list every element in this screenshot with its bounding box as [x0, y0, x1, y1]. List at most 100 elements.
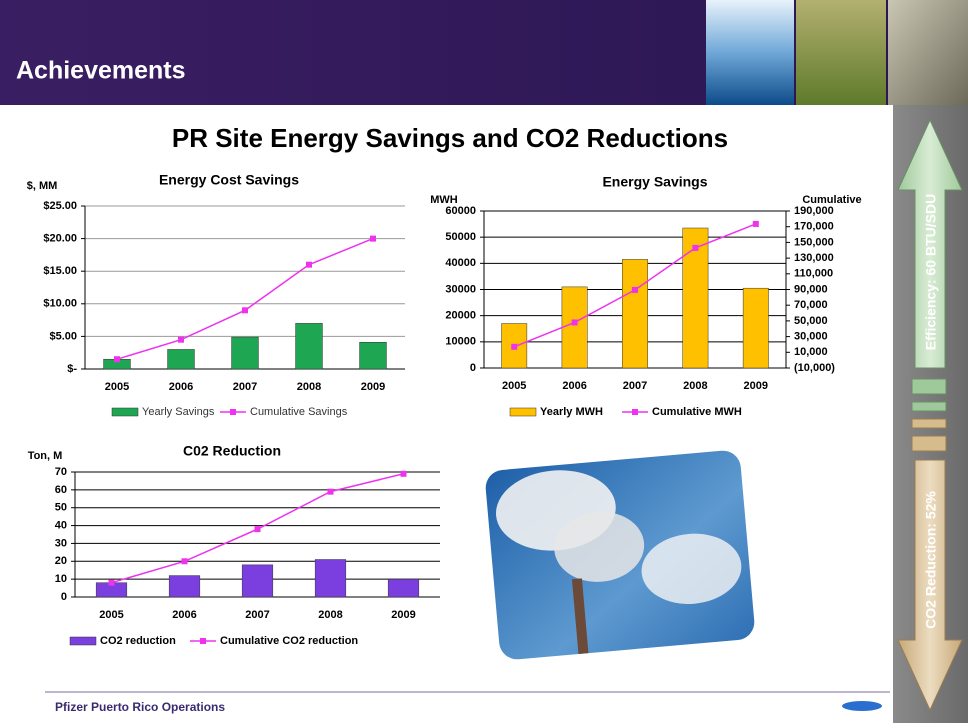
- legend-swatch: [111, 407, 139, 417]
- y2-tick-label: 10,000: [794, 346, 828, 358]
- header-photo-field: [796, 0, 886, 105]
- y-tick-label: 20: [55, 555, 67, 567]
- y2-tick-label: 150,000: [794, 236, 834, 248]
- bar: [622, 259, 648, 369]
- legend-swatch: [509, 407, 537, 417]
- indicator-block: [911, 378, 947, 395]
- header-title: Achievements: [16, 57, 186, 85]
- y-tick-label: 40000: [445, 257, 476, 269]
- y-tick-label: 10: [55, 573, 67, 585]
- legend-label: Cumulative Savings: [250, 406, 348, 418]
- x-tick-label: 2008: [318, 609, 342, 621]
- y-tick-label: 0: [470, 362, 476, 374]
- y-axis-label: Ton, M: [28, 450, 63, 462]
- y-tick-label: $-: [67, 363, 77, 375]
- bar: [167, 349, 195, 370]
- line-marker: [108, 579, 115, 586]
- co2-label: CO2 Reduction: 52%: [923, 491, 939, 629]
- y2-tick-label: 110,000: [794, 268, 833, 280]
- line-marker: [181, 558, 188, 565]
- photo-smoke: [641, 533, 742, 604]
- bar: [742, 287, 769, 369]
- legend-swatch: [632, 409, 638, 415]
- chart-title: Energy Cost Savings: [159, 172, 299, 188]
- y2-tick-label: 30,000: [794, 331, 828, 343]
- indicator-block: [911, 401, 947, 412]
- photo-chimney: [571, 578, 589, 654]
- bar: [314, 559, 347, 598]
- line-marker: [511, 343, 518, 350]
- x-tick-label: 2007: [245, 609, 269, 621]
- bar: [359, 342, 387, 370]
- y2-tick-label: (10,000): [794, 362, 835, 374]
- bar: [682, 227, 709, 369]
- line-marker: [254, 526, 261, 533]
- x-tick-label: 2008: [683, 380, 707, 392]
- y2-tick-label: 90,000: [794, 283, 828, 295]
- y2-tick-label: 70,000: [794, 299, 828, 311]
- x-tick-label: 2005: [105, 381, 129, 393]
- x-tick-label: 2009: [391, 609, 415, 621]
- y2-tick-label: 130,000: [794, 252, 834, 264]
- y-tick-label: $10.00: [43, 298, 77, 310]
- y-tick-label: 60000: [445, 205, 476, 217]
- indicator-block: [911, 418, 947, 429]
- header-photo-wind: [888, 0, 968, 105]
- bar: [561, 286, 588, 369]
- line-marker: [692, 244, 699, 251]
- smokestack-photo: [485, 450, 755, 660]
- y-tick-label: $15.00: [43, 265, 77, 277]
- y-axis-label: $, MM: [27, 180, 58, 192]
- line-marker: [400, 470, 407, 477]
- x-tick-label: 2009: [361, 381, 385, 393]
- y-tick-label: 50000: [445, 231, 476, 243]
- y-tick-label: $25.00: [43, 200, 77, 212]
- bar: [295, 323, 323, 370]
- legend-label: Yearly MWH: [540, 406, 603, 418]
- legend-label: Yearly Savings: [142, 406, 215, 418]
- line-marker: [327, 488, 334, 495]
- x-tick-label: 2007: [233, 381, 257, 393]
- y-tick-label: 0: [61, 591, 67, 603]
- x-tick-label: 2009: [744, 380, 768, 392]
- x-tick-label: 2006: [169, 381, 193, 393]
- legend-swatch: [230, 409, 236, 415]
- y-tick-label: 40: [55, 519, 67, 531]
- line-marker: [571, 319, 578, 326]
- x-tick-label: 2005: [99, 609, 123, 621]
- y-tick-label: 30000: [445, 283, 476, 295]
- y-tick-label: 60: [55, 484, 67, 496]
- line-marker: [178, 336, 184, 343]
- x-tick-label: 2008: [297, 381, 321, 393]
- y-tick-label: $20.00: [43, 233, 77, 245]
- indicator-block: [911, 435, 947, 452]
- line-marker: [752, 220, 759, 227]
- y-tick-label: 30: [55, 537, 67, 549]
- photo-smoke: [554, 511, 645, 582]
- y-tick-label: $5.00: [49, 330, 77, 342]
- bar: [231, 336, 259, 370]
- y-tick-label: 70: [55, 466, 67, 478]
- header-photo-water: [706, 0, 794, 105]
- y2-tick-label: 50,000: [794, 315, 828, 327]
- bar: [387, 578, 420, 598]
- efficiency-label: Efficiency: 60 BTU/SDU: [923, 194, 939, 350]
- y-tick-label: 20000: [445, 310, 476, 322]
- chart-title: C02 Reduction: [183, 443, 281, 459]
- main-title: PR Site Energy Savings and CO2 Reduction…: [172, 123, 728, 153]
- footer-logo: [842, 701, 882, 711]
- y-tick-label: 10000: [445, 336, 476, 348]
- line-marker: [370, 235, 376, 242]
- y-tick-label: 50: [55, 502, 67, 514]
- y2-tick-label: 170,000: [794, 221, 834, 233]
- x-tick-label: 2007: [623, 380, 647, 392]
- x-tick-label: 2005: [502, 380, 526, 392]
- line-marker: [114, 356, 120, 363]
- efficiency-arrow: [897, 118, 963, 369]
- bar: [168, 575, 201, 598]
- legend-swatch: [200, 638, 206, 644]
- y2-axis-label: Cumulative: [802, 194, 861, 206]
- legend-label: Cumulative CO2 reduction: [220, 635, 358, 647]
